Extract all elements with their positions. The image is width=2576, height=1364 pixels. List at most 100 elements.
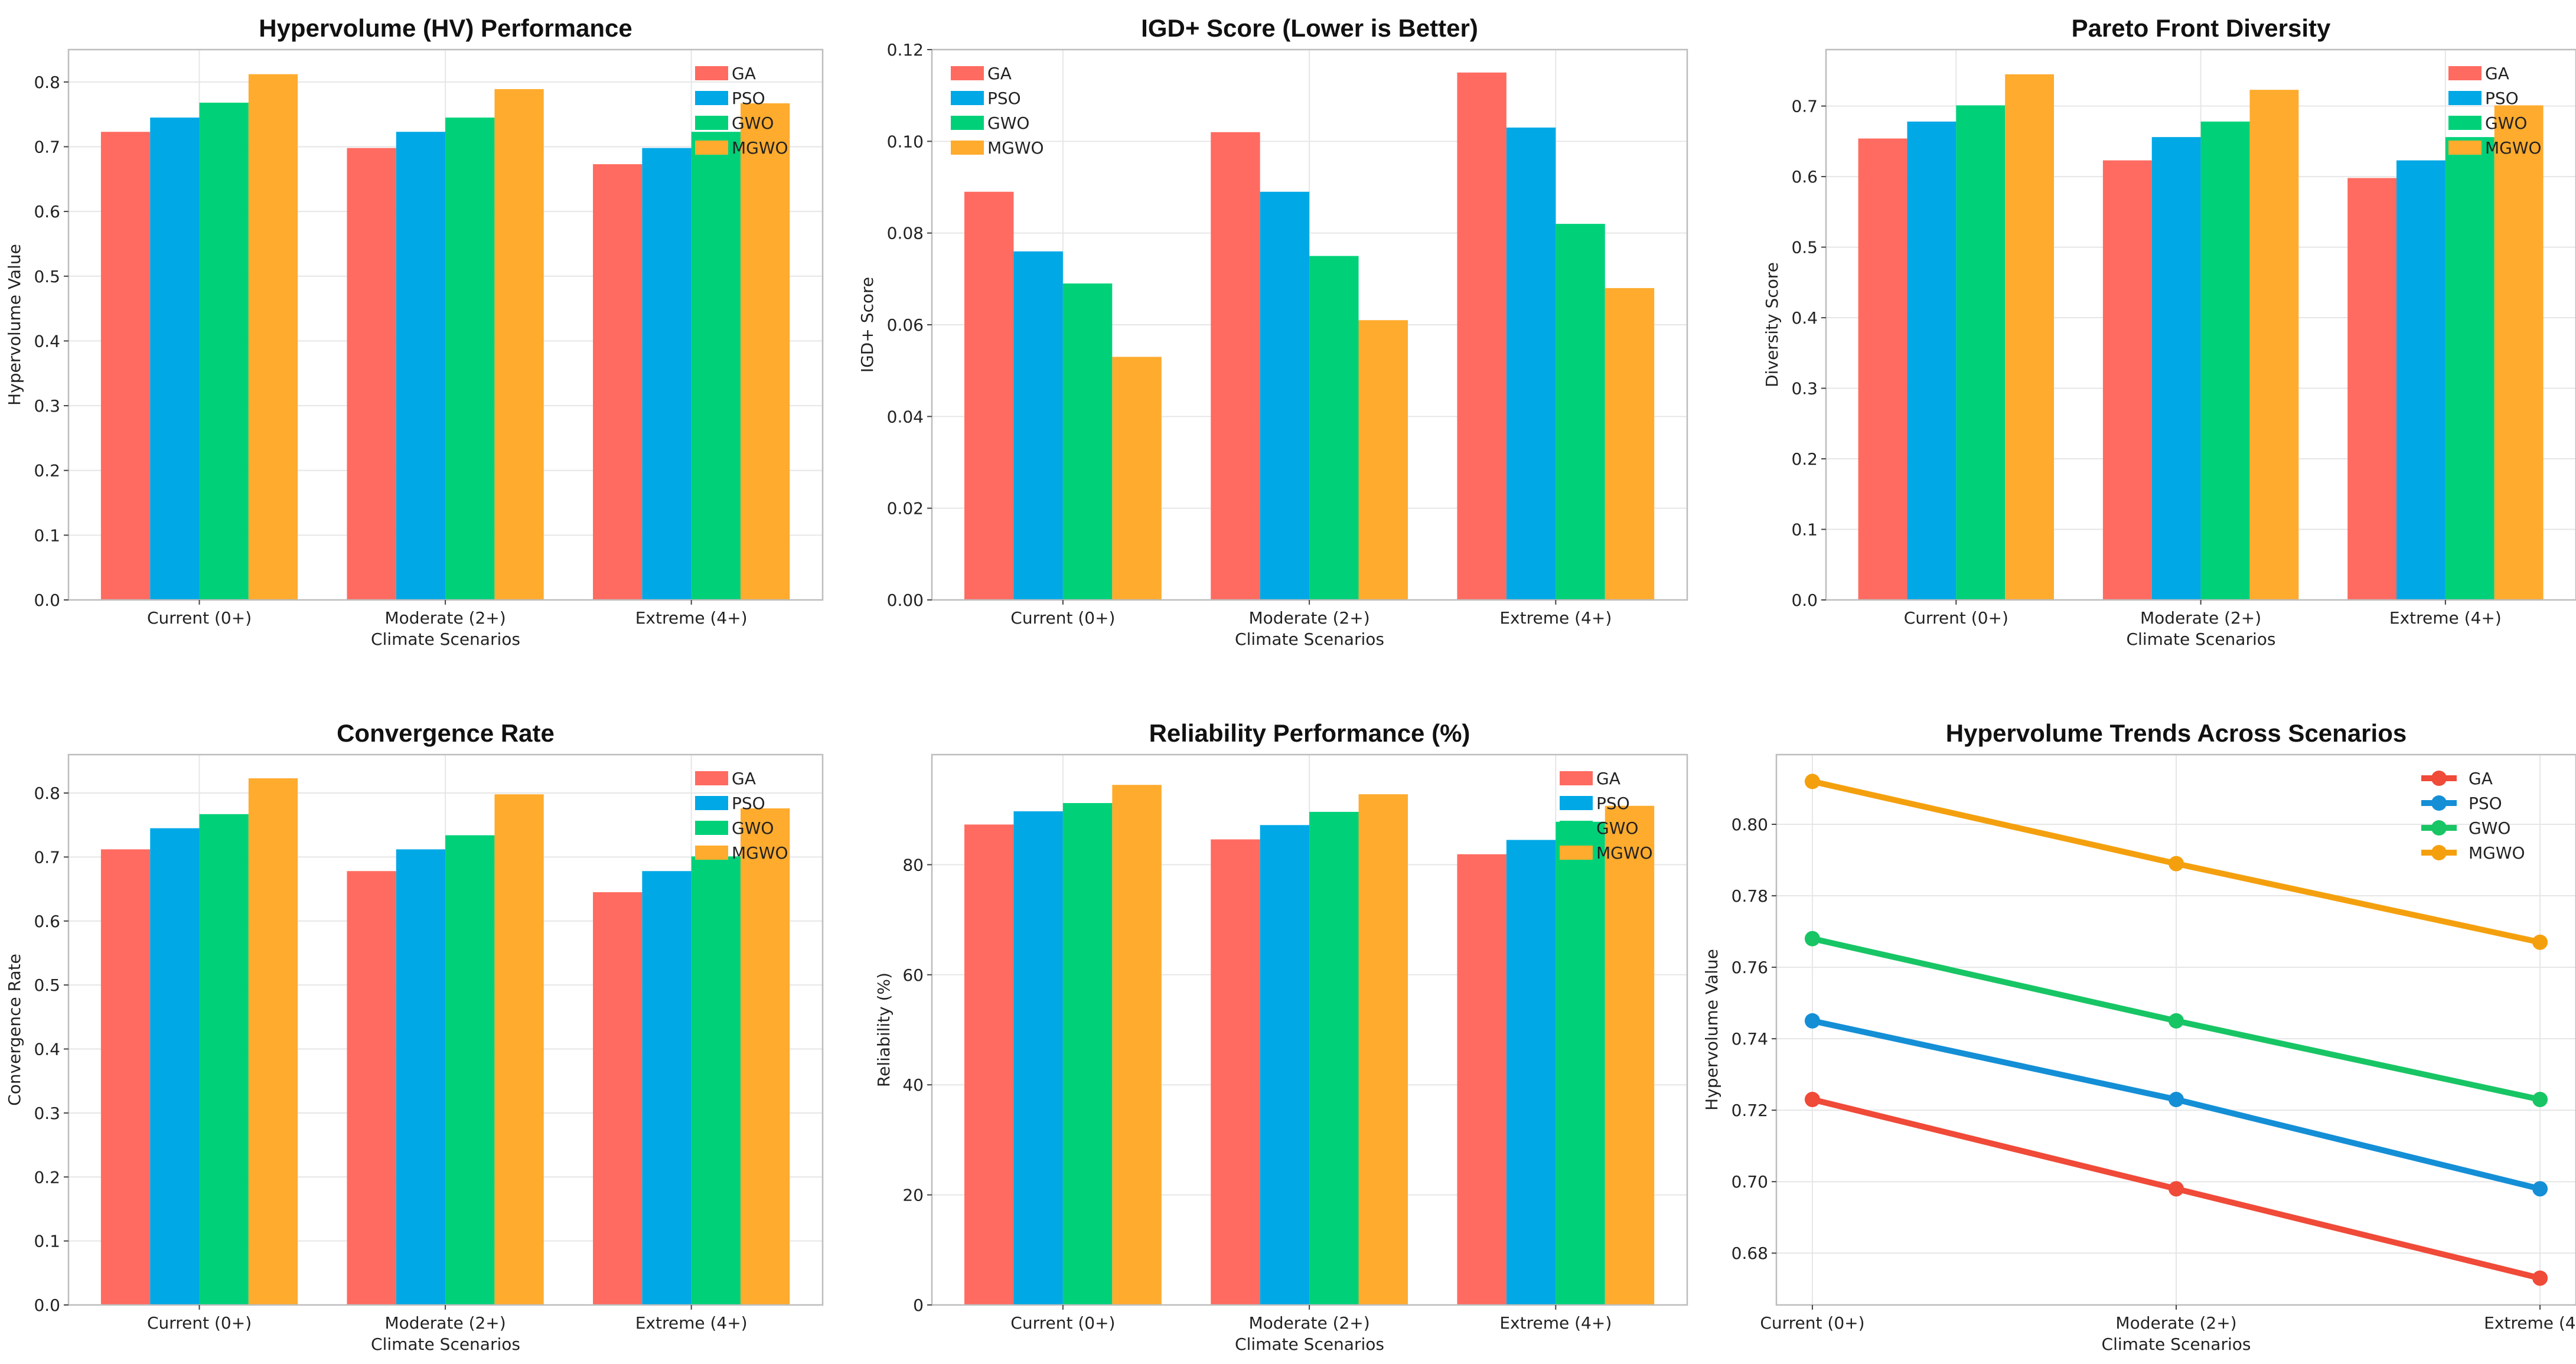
y-axis-label: Convergence Rate xyxy=(5,954,24,1106)
legend-label-ga: GA xyxy=(732,64,756,83)
bar-mgwo-3 xyxy=(740,808,790,1305)
y-tick-label: 0.72 xyxy=(1732,1101,1768,1120)
bar-mgwo-2 xyxy=(494,89,544,600)
legend-label-ga: GA xyxy=(987,64,1012,83)
bar-ga-1 xyxy=(964,191,1014,600)
point-mgwo-2 xyxy=(2169,856,2184,872)
y-tick-label: 0.0 xyxy=(34,1296,60,1315)
bar-gwo-1 xyxy=(1956,105,2006,600)
legend-swatch-mgwo xyxy=(2448,141,2482,155)
chart-title: Convergence Rate xyxy=(337,719,555,747)
x-axis-label: Climate Scenarios xyxy=(371,1334,520,1354)
bar-gwo-2 xyxy=(1309,811,1359,1305)
chart-title: Hypervolume (HV) Performance xyxy=(259,14,632,42)
y-tick-label: 0.4 xyxy=(34,331,60,351)
bar-ga-3 xyxy=(1457,72,1507,601)
legend: GA PSO GWO MGWO xyxy=(951,64,1044,158)
y-tick-label: 0.0 xyxy=(34,590,60,610)
bar-mgwo-2 xyxy=(494,794,544,1305)
chart-title: Reliability Performance (%) xyxy=(1149,719,1470,747)
bar-pso-2 xyxy=(1260,825,1310,1305)
bar-ga-2 xyxy=(347,871,396,1305)
legend-label-pso: PSO xyxy=(1596,794,1630,813)
chart-title: Pareto Front Diversity xyxy=(2072,14,2331,42)
y-axis-label: Hypervolume Value xyxy=(5,244,24,406)
y-tick-label: 0.12 xyxy=(887,40,924,60)
legend-label-gwo: GWO xyxy=(2485,113,2527,133)
bar-mgwo-3 xyxy=(740,103,790,600)
y-tick-label: 0.80 xyxy=(1732,815,1768,834)
x-tick-label: Extreme (4+) xyxy=(635,1313,748,1333)
legend-label-ga: GA xyxy=(1596,769,1620,788)
legend-swatch-ga xyxy=(1560,771,1593,785)
bar-gwo-1 xyxy=(199,102,249,600)
legend-swatch-pso xyxy=(951,91,984,105)
legend-swatch-gwo xyxy=(2448,116,2482,130)
chart-panel-2: 0.00 0.02 0.04 0.06 0.08 0.10 0.12 Current (0+)… xyxy=(857,14,1688,649)
y-tick-label: 80 xyxy=(902,855,924,874)
bar-ga-2 xyxy=(1211,839,1260,1305)
legend-label-mgwo: MGWO xyxy=(2469,843,2525,863)
point-gwo-3 xyxy=(2532,1092,2548,1108)
bar-mgwo-2 xyxy=(1358,794,1408,1305)
y-tick-label: 0.02 xyxy=(887,499,924,518)
x-tick-label: Extreme (4+) xyxy=(2484,1313,2576,1333)
y-axis-label: Reliability (%) xyxy=(874,973,894,1087)
x-axis-label: Climate Scenarios xyxy=(1235,1334,1384,1354)
bar-gwo-3 xyxy=(1556,224,1605,601)
y-tick-label: 0.08 xyxy=(887,224,924,243)
legend-swatch-gwo xyxy=(1560,821,1593,835)
y-tick-label: 0.6 xyxy=(34,202,60,221)
bar-gwo-3 xyxy=(1556,821,1605,1305)
legend-marker-ga xyxy=(2431,771,2447,786)
legend-marker-gwo xyxy=(2431,820,2447,836)
legend-swatch-gwo xyxy=(695,821,728,835)
legend-label-pso: PSO xyxy=(732,89,765,108)
y-tick-label: 0.10 xyxy=(887,132,924,151)
y-tick-label: 0.8 xyxy=(34,784,60,803)
x-tick-label: Current (0+) xyxy=(147,608,252,628)
y-tick-label: 0.7 xyxy=(34,137,60,156)
y-tick-label: 0 xyxy=(913,1296,924,1315)
x-tick-label: Moderate (2+) xyxy=(1249,1313,1370,1333)
bar-ga-2 xyxy=(1211,132,1260,601)
bar-gwo-1 xyxy=(1062,803,1113,1305)
y-tick-label: 0.76 xyxy=(1732,958,1768,977)
y-tick-label: 0.7 xyxy=(34,847,60,867)
y-tick-label: 0.3 xyxy=(34,1104,60,1123)
legend-swatch-ga xyxy=(951,66,984,80)
y-tick-label: 0.2 xyxy=(34,461,60,481)
bar-gwo-2 xyxy=(1309,256,1359,600)
y-tick-label: 0.0 xyxy=(1791,590,1818,610)
legend-swatch-pso xyxy=(2448,91,2482,105)
x-tick-label: Moderate (2+) xyxy=(385,1313,506,1333)
legend-swatch-gwo xyxy=(695,116,728,130)
bar-ga-3 xyxy=(593,164,643,600)
x-tick-label: Current (0+) xyxy=(147,1313,252,1333)
bar-ga-1 xyxy=(1858,138,1907,601)
x-axis-label: Climate Scenarios xyxy=(1235,629,1384,649)
y-tick-label: 0.2 xyxy=(1791,449,1818,469)
legend: GA PSO GWO MGWO xyxy=(1560,769,1653,863)
y-tick-label: 0.3 xyxy=(1791,379,1818,399)
y-tick-label: 0.4 xyxy=(34,1040,60,1059)
bar-mgwo-2 xyxy=(2249,90,2299,601)
x-tick-label: Extreme (4+) xyxy=(1499,608,1612,628)
legend-label-pso: PSO xyxy=(2469,794,2502,813)
bar-pso-1 xyxy=(150,828,200,1305)
bar-gwo-3 xyxy=(691,856,741,1305)
legend-label-pso: PSO xyxy=(2485,89,2519,108)
chart-title: Hypervolume Trends Across Scenarios xyxy=(1946,719,2407,747)
chart-panel-3: 0.0 0.1 0.2 0.3 0.4 0.5 0.6 0.7 Current (0+) Mode… xyxy=(1762,14,2576,649)
y-tick-label: 0.5 xyxy=(34,267,60,286)
point-mgwo-1 xyxy=(1804,774,1820,789)
legend-swatch-ga xyxy=(2448,66,2482,80)
x-axis-label: Climate Scenarios xyxy=(2102,1334,2251,1354)
x-tick-label: Extreme (4+) xyxy=(1499,1313,1612,1333)
point-pso-2 xyxy=(2169,1092,2184,1108)
x-tick-label: Current (0+) xyxy=(1010,608,1115,628)
y-tick-label: 0.78 xyxy=(1732,886,1768,906)
y-axis-label: Diversity Score xyxy=(1762,262,1782,387)
legend-label-mgwo: MGWO xyxy=(732,843,788,863)
legend-label-mgwo: MGWO xyxy=(1596,843,1653,863)
